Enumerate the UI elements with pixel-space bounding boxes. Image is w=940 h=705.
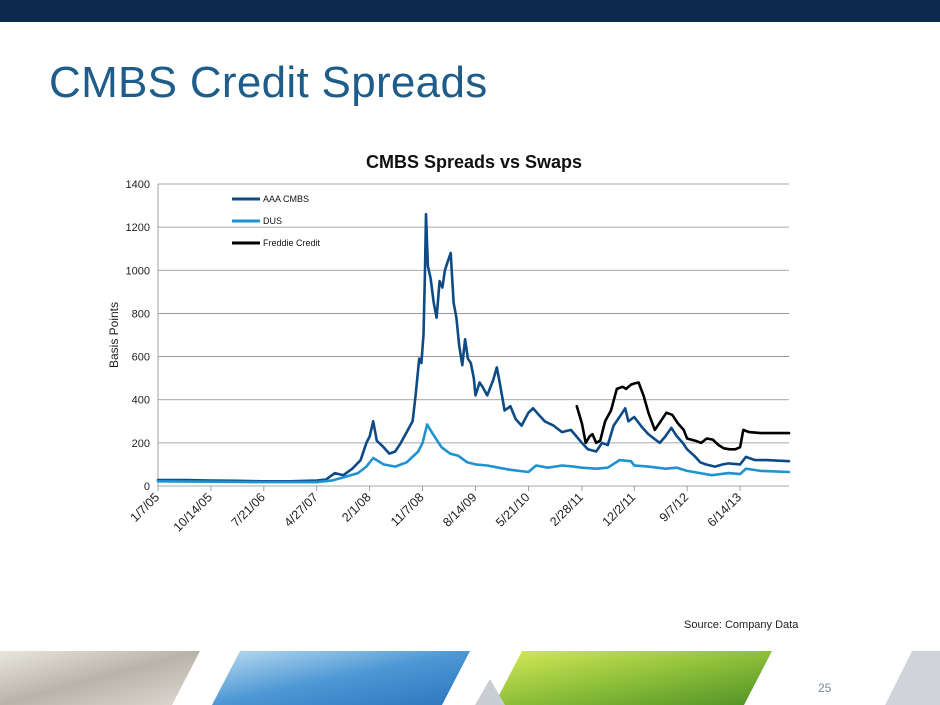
y-tick-label: 1400 bbox=[126, 179, 150, 191]
legend-label: DUS bbox=[263, 216, 282, 226]
y-tick-label: 600 bbox=[132, 352, 150, 364]
rope-photo bbox=[0, 651, 200, 705]
x-tick-label: 4/27/07 bbox=[281, 490, 320, 529]
x-tick-label: 5/21/10 bbox=[493, 490, 532, 529]
y-axis-label: Basis Points bbox=[107, 302, 121, 368]
header-bar bbox=[0, 0, 940, 22]
gray-corner-decoration bbox=[885, 651, 940, 705]
gridlines bbox=[157, 183, 789, 487]
series-line-2 bbox=[575, 381, 791, 451]
legend: AAA CMBS DUS Freddie Credit bbox=[232, 194, 321, 248]
x-tick-label: 2/1/08 bbox=[339, 490, 374, 525]
footer-image-strip bbox=[0, 651, 940, 705]
x-tick-label: 7/21/06 bbox=[229, 490, 268, 529]
line-chart: CMBS Spreads vs Swaps Basis Points 0 200 4… bbox=[107, 152, 791, 535]
y-tick-label: 1000 bbox=[126, 265, 150, 277]
series-line-0 bbox=[156, 212, 791, 483]
x-tick-label: 12/2/11 bbox=[600, 490, 639, 529]
y-tick-label: 0 bbox=[144, 481, 150, 493]
y-tick-label: 200 bbox=[132, 438, 150, 450]
x-tick-label: 2/28/11 bbox=[547, 490, 586, 529]
y-axis-ticks: 0 200 400 600 800 1000 1200 1400 bbox=[126, 179, 150, 493]
x-tick-label: 8/14/09 bbox=[440, 490, 479, 529]
chart-title: CMBS Spreads vs Swaps bbox=[366, 152, 582, 172]
x-axis-ticks: 1/7/05 10/14/05 7/21/06 4/27/07 2/1/08 11/7/0… bbox=[128, 486, 744, 535]
slide-title: CMBS Credit Spreads bbox=[49, 58, 488, 107]
x-tick-label: 6/14/13 bbox=[705, 490, 744, 529]
x-tick-label: 9/7/12 bbox=[657, 490, 692, 525]
x-tick-label: 10/14/05 bbox=[171, 490, 215, 534]
legend-label: AAA CMBS bbox=[263, 194, 309, 204]
y-tick-label: 1200 bbox=[126, 222, 150, 234]
x-tick-label: 11/7/08 bbox=[388, 490, 427, 529]
legend-label: Freddie Credit bbox=[263, 238, 321, 248]
y-tick-label: 400 bbox=[132, 395, 150, 407]
x-tick-label: 1/7/05 bbox=[128, 490, 163, 525]
page-number: 25 bbox=[818, 681, 832, 695]
gray-triangle-decoration bbox=[475, 679, 505, 705]
y-tick-label: 800 bbox=[132, 308, 150, 320]
series-line-1 bbox=[156, 423, 791, 484]
sky-photo bbox=[212, 651, 470, 705]
source-note: Source: Company Data bbox=[684, 619, 799, 631]
leaf-photo bbox=[494, 651, 772, 705]
series-lines bbox=[156, 212, 791, 484]
